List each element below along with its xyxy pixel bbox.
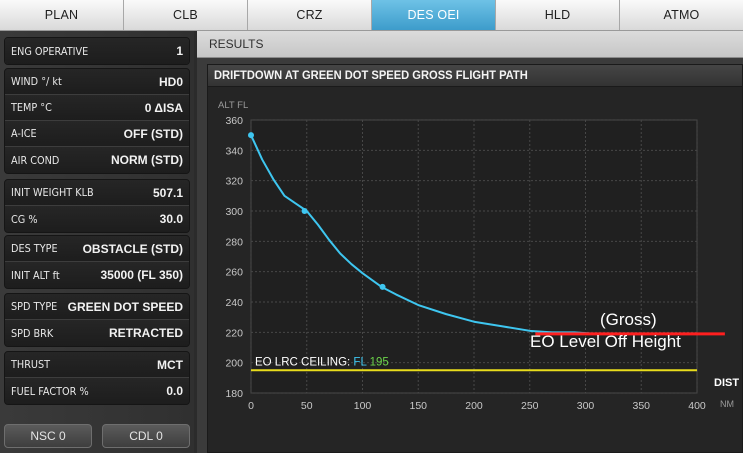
tab-clb[interactable]: CLB — [124, 0, 248, 30]
air-cond-value: NORM (STD) — [111, 153, 183, 167]
weight-group: INIT WEIGHT KLB 507.1 CG % 30.0 — [4, 179, 190, 233]
a-ice-value: OFF (STD) — [123, 126, 183, 141]
bottom-button-row: NSC 0 CDL 0 — [4, 424, 190, 448]
y-tick-label: 340 — [225, 145, 243, 157]
eng-operative-value: 1 — [176, 44, 183, 58]
driftdown-chart: 180 200 220 240 260 280 300 320 340 360 0 50 100 150… — [218, 100, 739, 412]
ceiling-fl-text: FL — [353, 356, 369, 368]
fuel-factor-label: FUEL FACTOR % — [11, 384, 89, 398]
curve-marker — [301, 208, 308, 214]
x-tick-label: 100 — [354, 400, 372, 412]
fuel-factor-row[interactable]: FUEL FACTOR % 0.0 — [5, 378, 189, 404]
spd-type-value: GREEN DOT SPEED — [67, 299, 183, 314]
spd-type-row[interactable]: SPD TYPE GREEN DOT SPEED — [5, 294, 189, 320]
init-alt-label: INIT ALT ft — [11, 268, 60, 282]
chart-title: DRIFTDOWN AT GREEN DOT SPEED GROSS FLIGH… — [214, 69, 528, 82]
results-title: RESULTS — [209, 37, 264, 51]
engine-group: ENG OPERATIVE 1 — [4, 37, 190, 65]
y-tick-label: 220 — [225, 327, 243, 339]
y-tick-label: 260 — [225, 267, 243, 279]
results-panel: RESULTS DRIFTDOWN AT GREEN DOT SPEED GRO… — [197, 31, 743, 453]
x-tick-label: 50 — [301, 400, 313, 412]
eng-operative-label: ENG OPERATIVE — [11, 44, 89, 58]
y-tick-label: 180 — [225, 388, 243, 400]
chart-card: DRIFTDOWN AT GREEN DOT SPEED GROSS FLIGH… — [207, 64, 743, 453]
spd-brk-row[interactable]: SPD BRK RETRACTED — [5, 320, 189, 346]
tab-des-oei[interactable]: DES OEI — [372, 0, 496, 30]
x-tick-label: 350 — [632, 400, 650, 412]
x-tick-label: 200 — [465, 400, 483, 412]
y-tick-label: 240 — [225, 297, 243, 309]
eng-operative-row[interactable]: ENG OPERATIVE 1 — [5, 38, 189, 64]
x-tick-label: 300 — [577, 400, 595, 412]
thrust-group: THRUST MCT FUEL FACTOR % 0.0 — [4, 351, 190, 405]
chart-grid — [250, 119, 698, 394]
annotation-line2: EO Level Off Height — [530, 332, 681, 351]
temp-row[interactable]: TEMP °C 0 ΔISA — [5, 95, 189, 121]
spd-brk-value: RETRACTED — [109, 326, 183, 340]
tab-crz[interactable]: CRZ — [248, 0, 372, 30]
des-type-label: DES TYPE — [11, 242, 58, 255]
y-tick-labels: 180 200 220 240 260 280 300 320 340 360 — [225, 115, 243, 400]
cg-row[interactable]: CG % 30.0 — [5, 206, 189, 232]
wind-row[interactable]: WIND °/ kt HD0 — [5, 69, 189, 95]
temp-label: TEMP °C — [11, 101, 52, 114]
ceiling-value-text: 195 — [370, 356, 389, 368]
input-panel: ENG OPERATIVE 1 WIND °/ kt HD0 TEMP °C 0… — [0, 31, 194, 453]
wind-label: WIND °/ kt — [11, 75, 62, 88]
ceiling-label: EO LRC CEILING: FL 195 — [255, 356, 389, 368]
level-off-annotation: (Gross) EO Level Off Height — [530, 310, 725, 351]
y-tick-label: 200 — [225, 358, 243, 370]
tab-plan[interactable]: PLAN — [0, 0, 124, 30]
cg-label: CG % — [11, 212, 38, 226]
tab-hld[interactable]: HLD — [496, 0, 620, 30]
x-tick-label: 250 — [521, 400, 539, 412]
x-tick-label: 150 — [409, 400, 427, 412]
a-ice-label: A-ICE — [11, 127, 37, 140]
x-axis-unit: NM — [720, 399, 734, 409]
annotation-line1: (Gross) — [600, 310, 657, 329]
temp-value: 0 ΔISA — [144, 100, 183, 115]
x-tick-label: 0 — [248, 400, 254, 412]
init-alt-value: 35000 (FL 350) — [100, 268, 184, 282]
des-type-value: OBSTACLE (STD) — [82, 241, 183, 256]
ceiling-label-text: EO LRC CEILING: — [255, 356, 353, 368]
x-tick-label: 400 — [688, 400, 706, 412]
a-ice-row[interactable]: A-ICE OFF (STD) — [5, 121, 189, 147]
x-tick-labels: 0 50 100 150 200 250 300 350 400 — [248, 400, 706, 412]
speed-group: SPD TYPE GREEN DOT SPEED SPD BRK RETRACT… — [4, 293, 190, 347]
y-tick-label: 320 — [225, 176, 243, 188]
init-weight-label: INIT WEIGHT KLB — [11, 186, 94, 199]
curve-marker — [379, 283, 386, 290]
chart-title-bar: DRIFTDOWN AT GREEN DOT SPEED GROSS FLIGH… — [208, 65, 742, 87]
des-type-row[interactable]: DES TYPE OBSTACLE (STD) — [5, 236, 189, 262]
thrust-row[interactable]: THRUST MCT — [5, 352, 189, 378]
tab-atmo[interactable]: ATMO — [663, 8, 700, 22]
spd-brk-label: SPD BRK — [11, 326, 54, 340]
y-axis-label: ALT FL — [218, 100, 248, 111]
x-axis-label: DIST — [714, 377, 739, 389]
init-weight-row[interactable]: INIT WEIGHT KLB 507.1 — [5, 180, 189, 206]
thrust-value: MCT — [157, 357, 183, 372]
wind-value: HD0 — [158, 74, 183, 89]
cdl-button[interactable]: CDL 0 — [102, 424, 190, 448]
fuel-factor-value: 0.0 — [166, 384, 183, 398]
y-tick-label: 360 — [225, 115, 243, 127]
init-alt-row[interactable]: INIT ALT ft 35000 (FL 350) — [5, 262, 189, 288]
spd-type-label: SPD TYPE — [11, 300, 58, 313]
init-weight-value: 507.1 — [152, 185, 183, 200]
thrust-label: THRUST — [11, 358, 51, 371]
curve-marker — [248, 132, 254, 139]
nsc-button[interactable]: NSC 0 — [4, 424, 92, 448]
y-tick-label: 300 — [225, 206, 243, 218]
results-header: RESULTS — [197, 31, 743, 58]
y-tick-label: 280 — [225, 236, 243, 248]
air-cond-label: AIR COND — [11, 153, 60, 167]
air-cond-row[interactable]: AIR COND NORM (STD) — [5, 147, 189, 173]
tab-bar: PLAN CLB CRZ DES OEI HLD ATMO — [0, 0, 743, 31]
descent-group: DES TYPE OBSTACLE (STD) INIT ALT ft 3500… — [4, 235, 190, 289]
cg-value: 30.0 — [159, 212, 183, 226]
ceiling-group: EO LRC CEILING: FL 195 — [251, 356, 697, 372]
conditions-group: WIND °/ kt HD0 TEMP °C 0 ΔISA A-ICE OFF … — [4, 68, 190, 174]
